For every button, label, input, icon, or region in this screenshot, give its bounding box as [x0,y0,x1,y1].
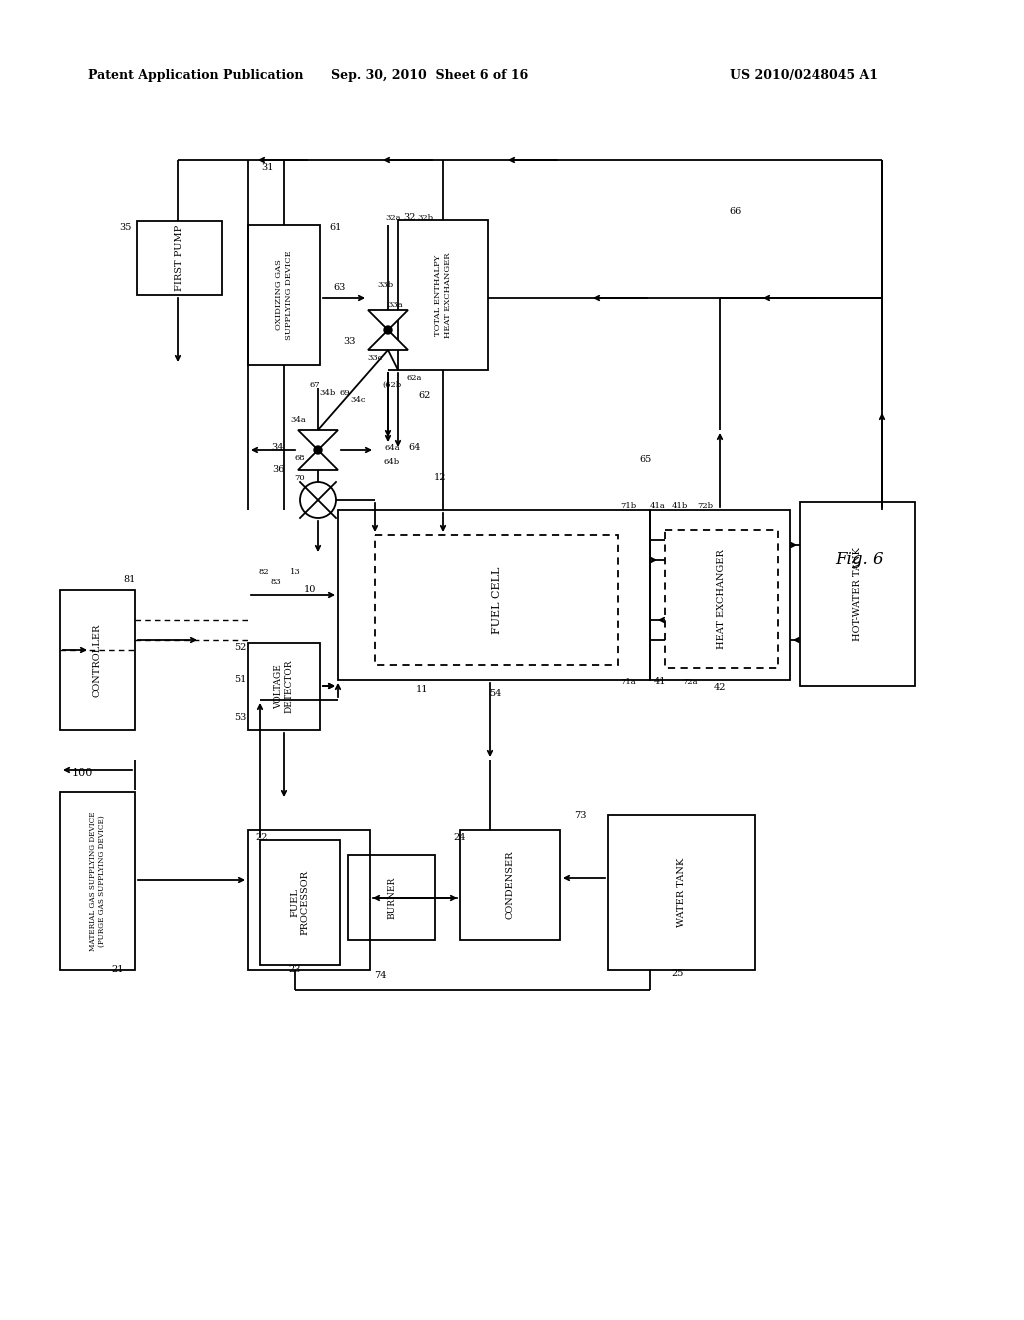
Text: 62a: 62a [407,374,422,381]
Text: 71b: 71b [620,502,636,510]
Text: Fig. 6: Fig. 6 [835,552,884,569]
Text: 13: 13 [290,568,300,576]
Text: 31: 31 [262,162,274,172]
Text: 63: 63 [334,284,346,293]
Text: 41: 41 [653,677,667,686]
Bar [375,535,618,665]
Bar [248,830,370,970]
Circle shape [314,446,322,454]
Bar [650,510,790,680]
Text: 100: 100 [72,768,93,777]
Text: Sep. 30, 2010  Sheet 6 of 16: Sep. 30, 2010 Sheet 6 of 16 [332,69,528,82]
Text: CONTROLLER: CONTROLLER [93,623,102,697]
Text: 73: 73 [573,810,587,820]
Text: 35: 35 [119,223,131,232]
Text: OXIDIZING GAS
SUPPLYING DEVICE: OXIDIZING GAS SUPPLYING DEVICE [275,249,293,339]
Text: FUEL CELL: FUEL CELL [492,566,502,634]
Text: 52: 52 [233,644,246,652]
Text: 62: 62 [419,391,431,400]
Text: 61: 61 [330,223,342,232]
Text: 51: 51 [233,676,246,685]
Text: 32: 32 [403,214,416,223]
Text: 21: 21 [112,965,124,974]
Text: 64a: 64a [384,444,399,451]
Text: 64b: 64b [384,458,400,466]
Text: CONDENSER: CONDENSER [506,851,514,919]
Text: 32a: 32a [385,214,400,222]
Text: 69: 69 [340,389,350,397]
Text: 67: 67 [309,381,321,389]
Polygon shape [298,450,338,470]
Bar [800,502,915,686]
Text: 72b: 72b [697,502,713,510]
Text: 34: 34 [271,444,285,453]
Text: 83: 83 [270,578,282,586]
Circle shape [384,326,392,334]
Bar [248,643,319,730]
Text: 32b: 32b [417,214,433,222]
Text: 70: 70 [295,474,305,482]
Bar [338,510,650,680]
Text: 12: 12 [434,474,446,483]
Text: 34b: 34b [319,389,336,397]
Text: HEAT EXCHANGER: HEAT EXCHANGER [717,549,726,649]
Text: 10: 10 [304,586,316,594]
Text: 68: 68 [295,454,305,462]
Text: 23: 23 [289,965,301,974]
Text: 11: 11 [416,685,428,694]
Bar [460,830,560,940]
Text: 24: 24 [454,833,466,842]
Bar [348,855,435,940]
Polygon shape [298,430,338,450]
Text: TOTAL ENTHALPY
HEAT EXCHANGER: TOTAL ENTHALPY HEAT EXCHANGER [434,252,452,338]
Text: US 2010/0248045 A1: US 2010/0248045 A1 [730,69,878,82]
Bar [608,814,755,970]
Text: 81: 81 [124,576,136,585]
Text: HOT-WATER TANK: HOT-WATER TANK [853,546,862,642]
Polygon shape [368,310,408,330]
Text: (62b: (62b [382,381,401,389]
Text: 33c: 33c [368,354,383,362]
Text: 42: 42 [714,684,726,693]
Text: WATER TANK: WATER TANK [677,858,686,927]
Text: FUEL
PROCESSOR: FUEL PROCESSOR [290,870,309,935]
Text: 72a: 72a [682,678,697,686]
Text: 33a: 33a [387,301,402,309]
Text: 71a: 71a [621,678,636,686]
Text: VOLTAGE
DETECTOR: VOLTAGE DETECTOR [274,660,294,713]
Text: 65: 65 [639,455,651,465]
Bar [60,590,135,730]
Text: 54: 54 [488,689,501,697]
Text: 82: 82 [259,568,269,576]
Text: 66: 66 [729,207,741,216]
Text: 33: 33 [344,338,356,346]
Text: MATERIAL GAS SUPPLYING DEVICE
(PURGE GAS SUPPLYING DEVICE): MATERIAL GAS SUPPLYING DEVICE (PURGE GAS… [89,812,106,950]
Text: 33b: 33b [377,281,393,289]
Bar [665,531,778,668]
Bar [398,220,488,370]
Polygon shape [368,330,408,350]
Text: FIRST PUMP: FIRST PUMP [175,224,184,292]
Bar [260,840,340,965]
Text: 53: 53 [233,714,246,722]
Text: 34c: 34c [350,396,366,404]
Text: 41a: 41a [650,502,666,510]
Text: 34a: 34a [290,416,306,424]
Bar [137,220,222,294]
Bar [248,224,319,366]
Text: 22: 22 [256,833,268,842]
Bar [60,792,135,970]
Text: BURNER: BURNER [387,876,396,919]
Text: 74: 74 [374,970,386,979]
Text: Patent Application Publication: Patent Application Publication [88,69,303,82]
Text: 36: 36 [271,466,285,474]
Text: 25: 25 [672,969,684,978]
Text: 64: 64 [409,444,421,453]
Text: 41b: 41b [672,502,688,510]
